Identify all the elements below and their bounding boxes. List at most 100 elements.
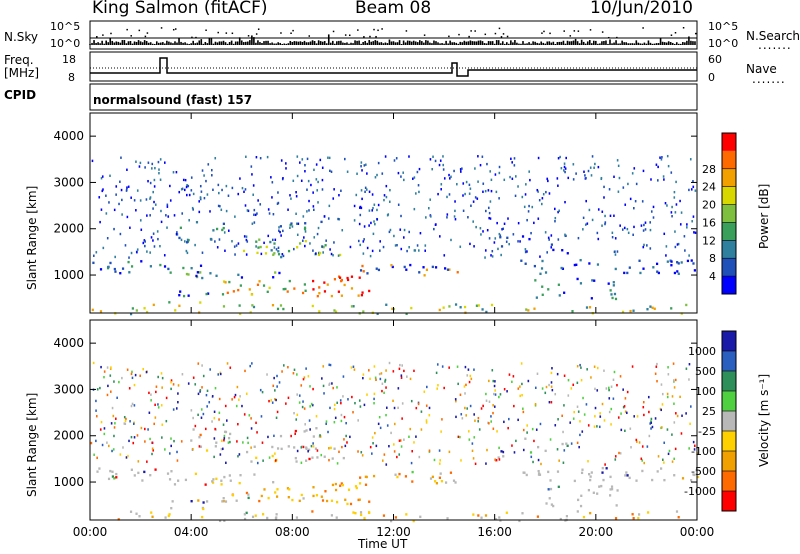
scatter-cell <box>603 419 606 422</box>
rti-cell <box>323 455 326 458</box>
scatter-cell <box>434 159 437 163</box>
power-colorbar-swatch <box>722 150 736 169</box>
scatter-cell <box>563 404 565 407</box>
rti-cell <box>651 306 654 309</box>
scatter-cell <box>355 193 358 197</box>
scatter-cell <box>650 427 652 430</box>
scatter-cell <box>612 397 615 400</box>
rti-cell <box>552 248 555 252</box>
scatter-cell <box>588 208 591 212</box>
scatter-cell <box>561 414 563 417</box>
rti-cell <box>286 487 290 490</box>
scatter-cell <box>239 395 241 398</box>
x-tick-label: 04:00 <box>174 525 209 539</box>
rti-cell <box>286 290 289 293</box>
scatter-cell <box>482 404 484 408</box>
rti-cell <box>279 304 283 307</box>
scatter-cell <box>396 455 398 459</box>
scatter-cell <box>325 239 327 242</box>
scatter-cell <box>614 455 617 458</box>
rti-cell <box>529 451 533 454</box>
scatter-cell <box>293 411 295 415</box>
search-noise-dot <box>231 32 234 35</box>
scatter-cell <box>379 240 382 243</box>
scatter-cell <box>477 180 479 183</box>
scatter-cell <box>541 387 544 390</box>
scatter-cell <box>302 377 305 381</box>
rti-cell <box>182 266 185 270</box>
scatter-cell <box>127 454 129 458</box>
scatter-cell <box>361 169 363 172</box>
rti-cell <box>315 427 318 430</box>
rti-cell <box>325 499 329 503</box>
rti-cell <box>561 442 564 446</box>
rti-cell <box>111 475 114 478</box>
scatter-cell <box>371 193 374 196</box>
rti-cell <box>497 456 500 459</box>
rti-cell <box>609 488 612 491</box>
scatter-cell <box>236 440 238 443</box>
scatter-cell <box>378 372 381 376</box>
rti-cell <box>588 262 591 265</box>
scatter-cell <box>252 193 254 196</box>
scatter-cell <box>338 450 340 454</box>
scatter-cell <box>316 232 319 236</box>
scatter-cell <box>361 454 364 457</box>
scatter-cell <box>153 178 156 182</box>
rti-cell <box>385 303 388 306</box>
scatter-cell <box>382 245 385 249</box>
power-colorbar-swatch <box>722 186 736 205</box>
scatter-cell <box>688 188 690 192</box>
scatter-cell <box>201 169 204 172</box>
scatter-cell <box>186 193 188 197</box>
scatter-cell <box>431 167 433 171</box>
scatter-cell <box>579 433 581 437</box>
rti-cell <box>677 272 680 275</box>
rti-cell <box>352 305 355 308</box>
scatter-cell <box>675 412 677 415</box>
scatter-cell <box>328 447 330 450</box>
scatter-cell <box>146 250 148 253</box>
scatter-cell <box>572 163 575 166</box>
scatter-cell <box>488 216 490 220</box>
rti-cell <box>576 277 579 281</box>
scatter-cell <box>428 406 431 410</box>
rti-cell <box>642 267 645 270</box>
scatter-cell <box>661 426 663 429</box>
scatter-cell <box>656 380 658 383</box>
scatter-cell <box>166 205 169 208</box>
rti-cell <box>524 262 527 265</box>
y-tick-label: 1000 <box>53 475 84 489</box>
rti-cell <box>330 294 333 298</box>
scatter-cell <box>692 180 694 183</box>
scatter-cell <box>692 185 695 189</box>
scatter-cell <box>572 383 575 386</box>
scatter-cell <box>95 251 98 254</box>
scatter-cell <box>440 183 443 186</box>
scatter-cell <box>519 394 522 398</box>
power-colorbar-tick-label: 20 <box>702 199 716 212</box>
rti-cell <box>228 280 231 284</box>
scatter-cell <box>155 385 158 388</box>
scatter-cell <box>633 207 635 210</box>
scatter-cell <box>211 395 214 398</box>
rti-cell <box>440 479 444 483</box>
rti-cell <box>252 305 256 309</box>
velocity-colorbar-swatch <box>722 431 736 451</box>
scatter-cell <box>342 375 345 378</box>
search-noise-dot <box>257 28 260 30</box>
scatter-cell <box>336 462 339 465</box>
scatter-cell <box>356 172 358 175</box>
scatter-cell <box>144 240 146 243</box>
rti-cell <box>289 223 292 227</box>
rti-cell <box>255 240 258 243</box>
scatter-cell <box>140 426 143 430</box>
rti-cell <box>610 293 613 296</box>
scatter-cell <box>280 159 283 162</box>
scatter-cell <box>428 449 431 452</box>
scatter-cell <box>494 458 496 461</box>
scatter-cell <box>241 186 244 190</box>
rti-cell <box>333 309 336 312</box>
scatter-cell <box>582 216 585 220</box>
rti-cell <box>295 516 299 519</box>
